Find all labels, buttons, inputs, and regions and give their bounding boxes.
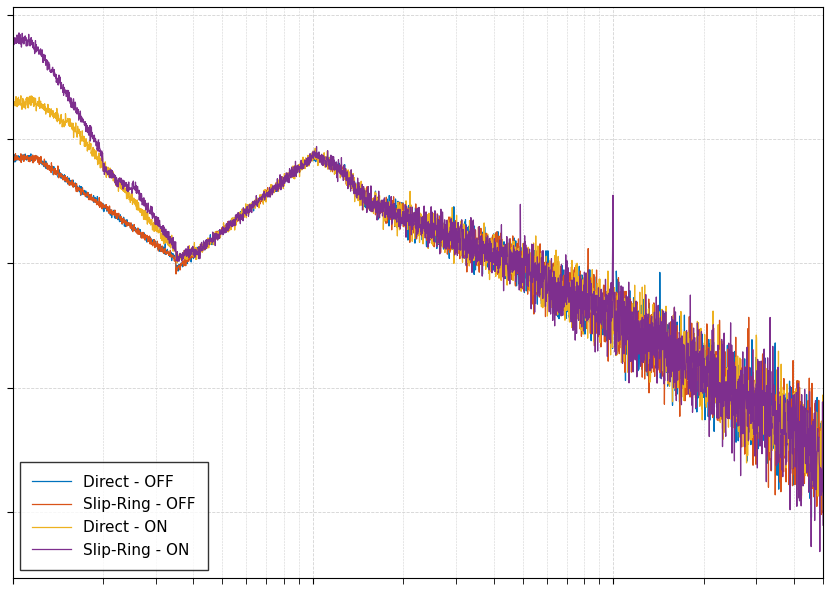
Slip-Ring - ON: [815, 548, 825, 555]
Direct - OFF: [314, 149, 324, 156]
Slip-Ring - ON: [319, 153, 329, 160]
Slip-Ring - OFF: [803, 425, 813, 432]
Slip-Ring - ON: [7, 36, 17, 43]
Direct - OFF: [818, 490, 828, 497]
Direct - OFF: [715, 414, 725, 421]
Direct - ON: [803, 409, 813, 416]
Direct - OFF: [319, 157, 329, 164]
Line: Direct - ON: Direct - ON: [12, 96, 823, 513]
Direct - ON: [715, 391, 725, 398]
Line: Direct - OFF: Direct - OFF: [12, 153, 823, 517]
Slip-Ring - OFF: [7, 155, 17, 162]
Direct - ON: [100, 158, 110, 165]
Direct - ON: [818, 464, 828, 471]
Slip-Ring - OFF: [715, 376, 725, 383]
Slip-Ring - ON: [715, 391, 725, 398]
Direct - OFF: [7, 152, 17, 159]
Line: Slip-Ring - ON: Slip-Ring - ON: [12, 33, 823, 552]
Slip-Ring - OFF: [818, 457, 828, 464]
Direct - OFF: [148, 236, 158, 243]
Slip-Ring - OFF: [816, 511, 826, 518]
Slip-Ring - OFF: [354, 179, 364, 186]
Direct - ON: [7, 93, 17, 100]
Slip-Ring - ON: [354, 179, 364, 186]
Direct - OFF: [354, 188, 364, 195]
Slip-Ring - OFF: [319, 153, 329, 160]
Slip-Ring - OFF: [310, 149, 320, 156]
Direct - OFF: [803, 441, 813, 448]
Slip-Ring - ON: [149, 214, 159, 221]
Slip-Ring - ON: [14, 30, 24, 37]
Slip-Ring - ON: [803, 454, 813, 461]
Direct - OFF: [100, 205, 110, 212]
Direct - ON: [319, 158, 329, 165]
Direct - ON: [149, 221, 159, 228]
Slip-Ring - OFF: [100, 203, 110, 210]
Direct - ON: [354, 188, 364, 195]
Slip-Ring - ON: [818, 522, 828, 529]
Direct - ON: [16, 92, 26, 99]
Direct - ON: [815, 510, 825, 517]
Slip-Ring - OFF: [148, 238, 158, 245]
Legend: Direct - OFF, Slip-Ring - OFF, Direct - ON, Slip-Ring - ON: Direct - OFF, Slip-Ring - OFF, Direct - …: [20, 463, 208, 570]
Slip-Ring - ON: [100, 163, 110, 171]
Line: Slip-Ring - OFF: Slip-Ring - OFF: [12, 153, 823, 514]
Direct - OFF: [807, 514, 817, 521]
